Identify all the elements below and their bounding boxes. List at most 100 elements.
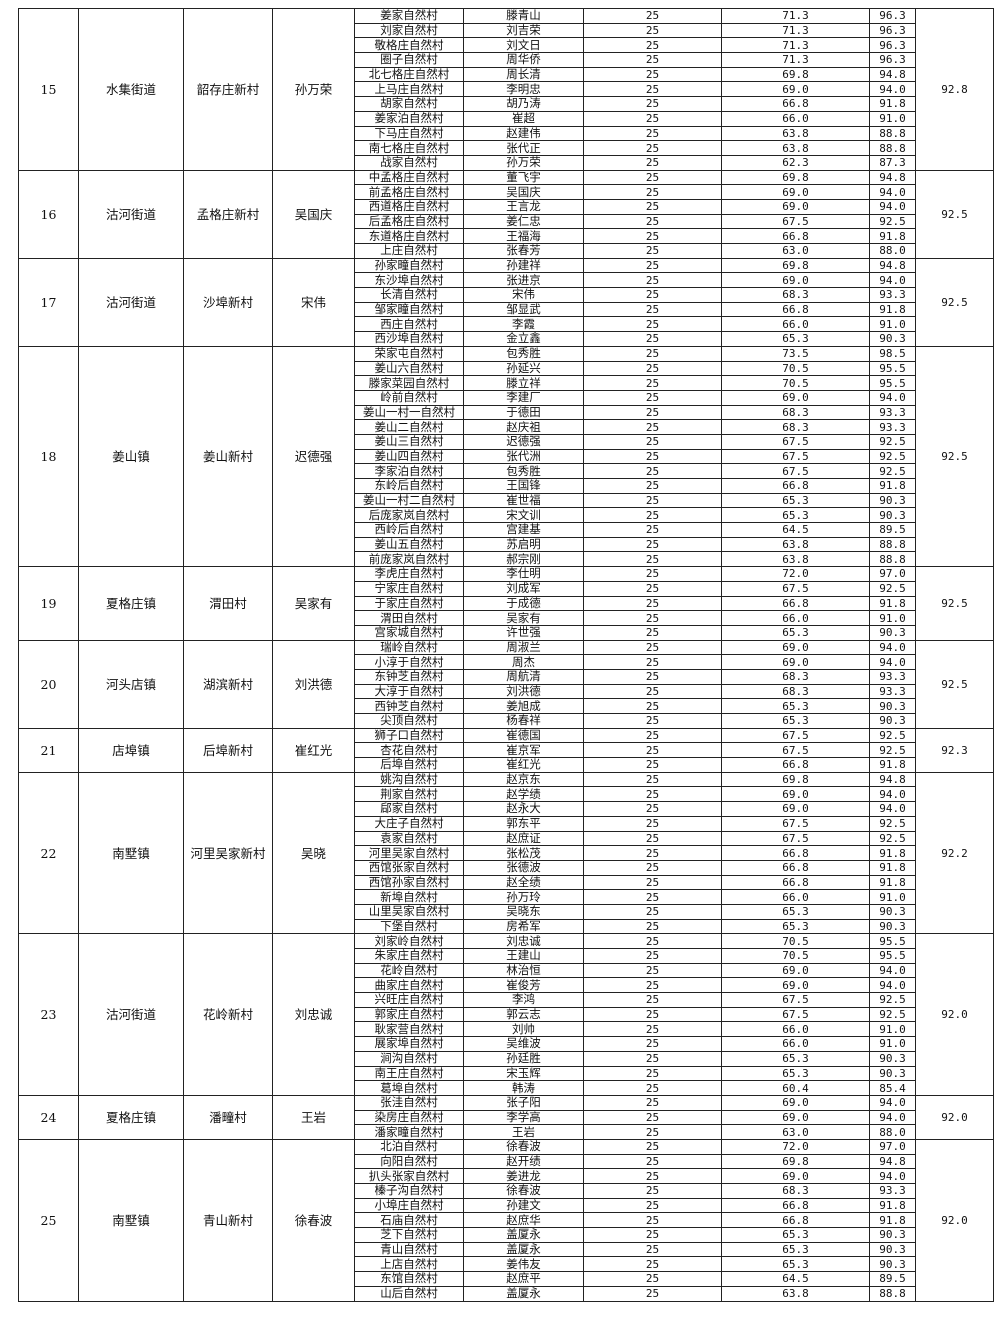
natural-village: 后庞家岚自然村: [354, 507, 464, 524]
table-row: 北七格庄自然村 周长清 25 69.8 94.8: [19, 66, 994, 83]
table-row: 小埠庄自然村 孙建文 25 66.8 91.8: [19, 1197, 994, 1214]
leader-name: 刘文日: [463, 37, 584, 54]
final-score: 92.5: [915, 639, 994, 729]
secretary-name: 崔红光: [272, 727, 355, 773]
natural-village: 西馆张家自然村: [354, 859, 464, 876]
base-score: 25: [583, 22, 722, 39]
table-row: 尖顶自然村 杨春祥 25 65.3 90.3: [19, 713, 994, 729]
base-score: 25: [583, 287, 722, 303]
leader-name: 张子阳: [463, 1094, 584, 1111]
evaluation-score: 67.5: [721, 992, 870, 1008]
leader-name: 张代正: [463, 140, 584, 156]
secretary-name: 吴国庆: [272, 169, 355, 259]
base-score: 25: [583, 1256, 722, 1273]
natural-village: 荆家自然村: [354, 786, 464, 803]
evaluation-score: 67.5: [721, 448, 870, 465]
table-row: 朱家庄自然村 王建山 25 70.5 95.5: [19, 948, 994, 964]
table-row: 姜山一村二自然村 崔世福 25 65.3 90.3: [19, 492, 994, 509]
natural-village: 岭前自然村: [354, 389, 464, 406]
town-name: 姜山镇: [78, 345, 184, 568]
total-score: 93.3: [869, 683, 916, 700]
group-number: 17: [18, 257, 79, 347]
total-score: 97.0: [869, 1138, 916, 1155]
evaluation-score: 69.0: [721, 389, 870, 406]
evaluation-score: 69.8: [721, 1153, 870, 1170]
evaluation-score: 69.0: [721, 1109, 870, 1126]
evaluation-score: 68.3: [721, 404, 870, 421]
evaluation-score: 69.0: [721, 639, 870, 656]
secretary-name: 刘洪德: [272, 639, 355, 729]
total-score: 91.0: [869, 1021, 916, 1038]
evaluation-score: 66.0: [721, 316, 870, 333]
total-score: 92.5: [869, 815, 916, 832]
base-score: 25: [583, 1065, 722, 1082]
evaluation-score: 65.3: [721, 1050, 870, 1067]
evaluation-score: 65.3: [721, 1241, 870, 1258]
table-row: 西岭后自然村 宫建基 25 64.5 89.5: [19, 522, 994, 538]
natural-village: 杏花自然村: [354, 742, 464, 759]
natural-village: 西馆孙家自然村: [354, 874, 464, 891]
table-row: 西馆张家自然村 张德波 25 66.8 91.8: [19, 859, 994, 876]
base-score: 25: [583, 213, 722, 230]
total-score: 94.8: [869, 257, 916, 274]
leader-name: 崔世福: [463, 492, 584, 509]
base-score: 25: [583, 889, 722, 905]
natural-village: 狮子口自然村: [354, 727, 464, 744]
base-score: 25: [583, 154, 722, 171]
table-row: 下马庄自然村 赵建伟 25 63.8 88.8: [19, 125, 994, 142]
total-score: 92.5: [869, 463, 916, 479]
natural-village: 尖顶自然村: [354, 713, 464, 729]
natural-village: 宫家城自然村: [354, 624, 464, 641]
group-number: 18: [18, 345, 79, 568]
table-row: 葛埠自然村 韩涛 25 60.4 85.4: [19, 1080, 994, 1096]
base-score: 25: [583, 610, 722, 626]
evaluation-score: 63.0: [721, 1124, 870, 1140]
total-score: 96.3: [869, 22, 916, 39]
natural-village: 曲家庄自然村: [354, 977, 464, 994]
leader-name: 吴晓东: [463, 903, 584, 920]
base-score: 25: [583, 478, 722, 494]
table-row: 上马庄自然村 李明忠 25 69.0 94.0: [19, 81, 994, 98]
base-score: 25: [583, 448, 722, 465]
leader-name: 张德波: [463, 859, 584, 876]
base-score: 25: [583, 1094, 722, 1111]
base-score: 25: [583, 125, 722, 142]
base-score: 25: [583, 1050, 722, 1067]
table-row: 22 南墅镇 河里吴家新村 吴晓 姚沟自然村 赵京东 25 69.8 94.8 92.2: [18, 771, 994, 935]
base-score: 25: [583, 977, 722, 994]
total-score: 93.3: [869, 419, 916, 435]
natural-village: 西庄自然村: [354, 316, 464, 333]
natural-village: 朱家庄自然村: [354, 948, 464, 964]
base-score: 25: [583, 110, 722, 127]
natural-village: 张洼自然村: [354, 1094, 464, 1111]
base-score: 25: [583, 228, 722, 244]
evaluation-score: 65.3: [721, 713, 870, 729]
evaluation-score: 66.0: [721, 1021, 870, 1038]
leader-name: 刘洪德: [463, 683, 584, 700]
base-score: 25: [583, 1109, 722, 1126]
evaluation-score: 67.5: [721, 433, 870, 450]
table-row: 岭前自然村 李建厂 25 69.0 94.0: [19, 389, 994, 406]
leader-name: 赵庶华: [463, 1212, 584, 1229]
group-number: 20: [18, 639, 79, 729]
total-score: 90.3: [869, 713, 916, 729]
base-score: 25: [583, 96, 722, 112]
evaluation-score: 71.3: [721, 8, 870, 24]
leader-name: 包秀胜: [463, 463, 584, 479]
leader-name: 杨春祥: [463, 713, 584, 729]
evaluation-score: 63.8: [721, 536, 870, 553]
secretary-name: 刘忠诚: [272, 933, 355, 1096]
new-village-name: 河里吴家新村: [183, 771, 273, 935]
total-score: 91.8: [869, 595, 916, 612]
evaluation-score: 64.5: [721, 1271, 870, 1287]
leader-name: 吴维波: [463, 1036, 584, 1052]
total-score: 96.3: [869, 8, 916, 24]
table-row: 耿家营自然村 刘帅 25 66.0 91.0: [19, 1021, 994, 1038]
leader-name: 王岩: [463, 1124, 584, 1140]
evaluation-score: 65.3: [721, 624, 870, 641]
table-row: 大淳于自然村 刘洪德 25 68.3 93.3: [19, 683, 994, 700]
leader-name: 盖厦永: [463, 1227, 584, 1243]
leader-name: 孙建文: [463, 1197, 584, 1214]
new-village-name: 潘疃村: [183, 1094, 273, 1140]
base-score: 25: [583, 1138, 722, 1155]
